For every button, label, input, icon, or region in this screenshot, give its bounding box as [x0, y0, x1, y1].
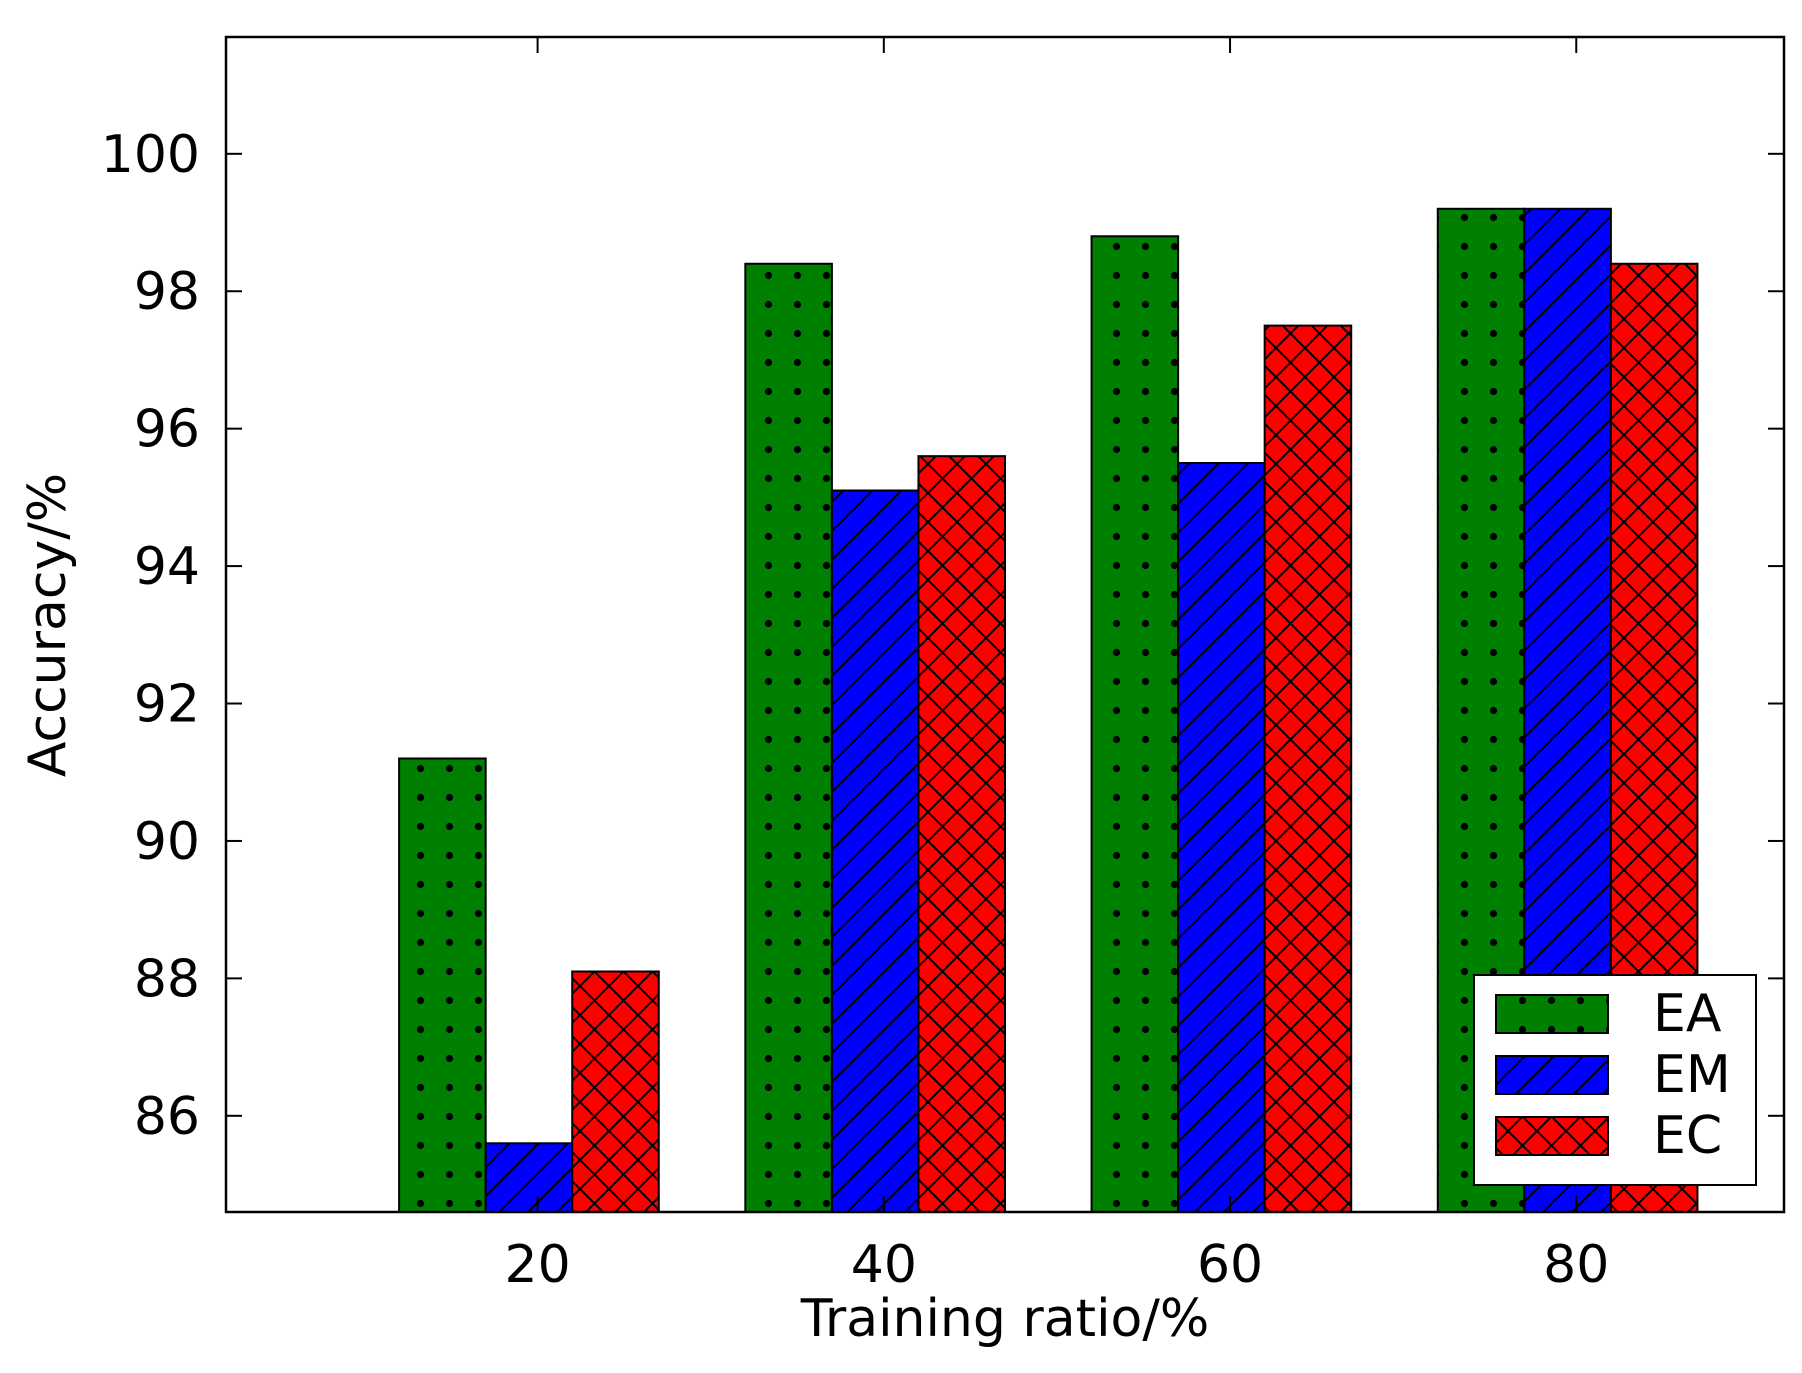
y-tick-label-92: 92 [134, 675, 200, 735]
x-tick-label-40: 40 [851, 1235, 917, 1295]
y-tick-label-88: 88 [134, 949, 200, 1009]
bar-ec-40 [917, 455, 1007, 1213]
bar-hatch [830, 489, 920, 1213]
bar-hatch [1177, 462, 1266, 1214]
bar-em-20 [484, 1142, 574, 1213]
y-tick-label-98: 98 [134, 262, 200, 322]
legend-item-ec: EC [1495, 1106, 1722, 1166]
legend-label-em: EM [1653, 1045, 1731, 1105]
bar-hatch [917, 455, 1007, 1213]
legend-label-ea: EA [1653, 984, 1722, 1044]
bar-hatch [484, 1142, 574, 1213]
bar-ea-60 [1090, 235, 1180, 1214]
bar-ec-60 [1263, 324, 1353, 1213]
x-axis-label: Training ratio/% [800, 1289, 1210, 1349]
legend-swatch-hatch [1495, 1116, 1609, 1156]
legend-label-ec: EC [1653, 1106, 1722, 1166]
bar-hatch [1263, 324, 1353, 1213]
bar-hatch [744, 262, 833, 1213]
bar-em-60 [1177, 462, 1266, 1214]
bar-ec-20 [571, 970, 660, 1213]
bar-hatch [571, 970, 660, 1213]
bar-hatch [398, 757, 487, 1213]
y-tick-label-94: 94 [134, 537, 200, 597]
bar-hatch [1090, 235, 1180, 1214]
x-tick-label-20: 20 [505, 1235, 571, 1295]
legend-swatch-hatch [1495, 1055, 1609, 1095]
x-tick-label-60: 60 [1197, 1235, 1263, 1295]
y-tick-label-90: 90 [134, 812, 200, 872]
bar-em-40 [830, 489, 920, 1213]
bar-ea-20 [398, 757, 487, 1213]
legend-item-em: EM [1495, 1045, 1731, 1105]
y-tick-label-86: 86 [134, 1087, 200, 1147]
legend-item-ea: EA [1495, 984, 1722, 1044]
y-tick-label-96: 96 [134, 400, 200, 460]
ticks-group: 86 88 90 92 94 96 98 100 20 40 60 80 [101, 37, 1784, 1295]
legend-swatch-hatch [1495, 994, 1609, 1034]
bar-ea-40 [744, 262, 833, 1213]
x-tick-label-80: 80 [1543, 1235, 1609, 1295]
plot-frame [224, 35, 1786, 1214]
y-axis-label: Accuracy/% [18, 473, 78, 777]
y-tick-label-100: 100 [101, 125, 200, 185]
